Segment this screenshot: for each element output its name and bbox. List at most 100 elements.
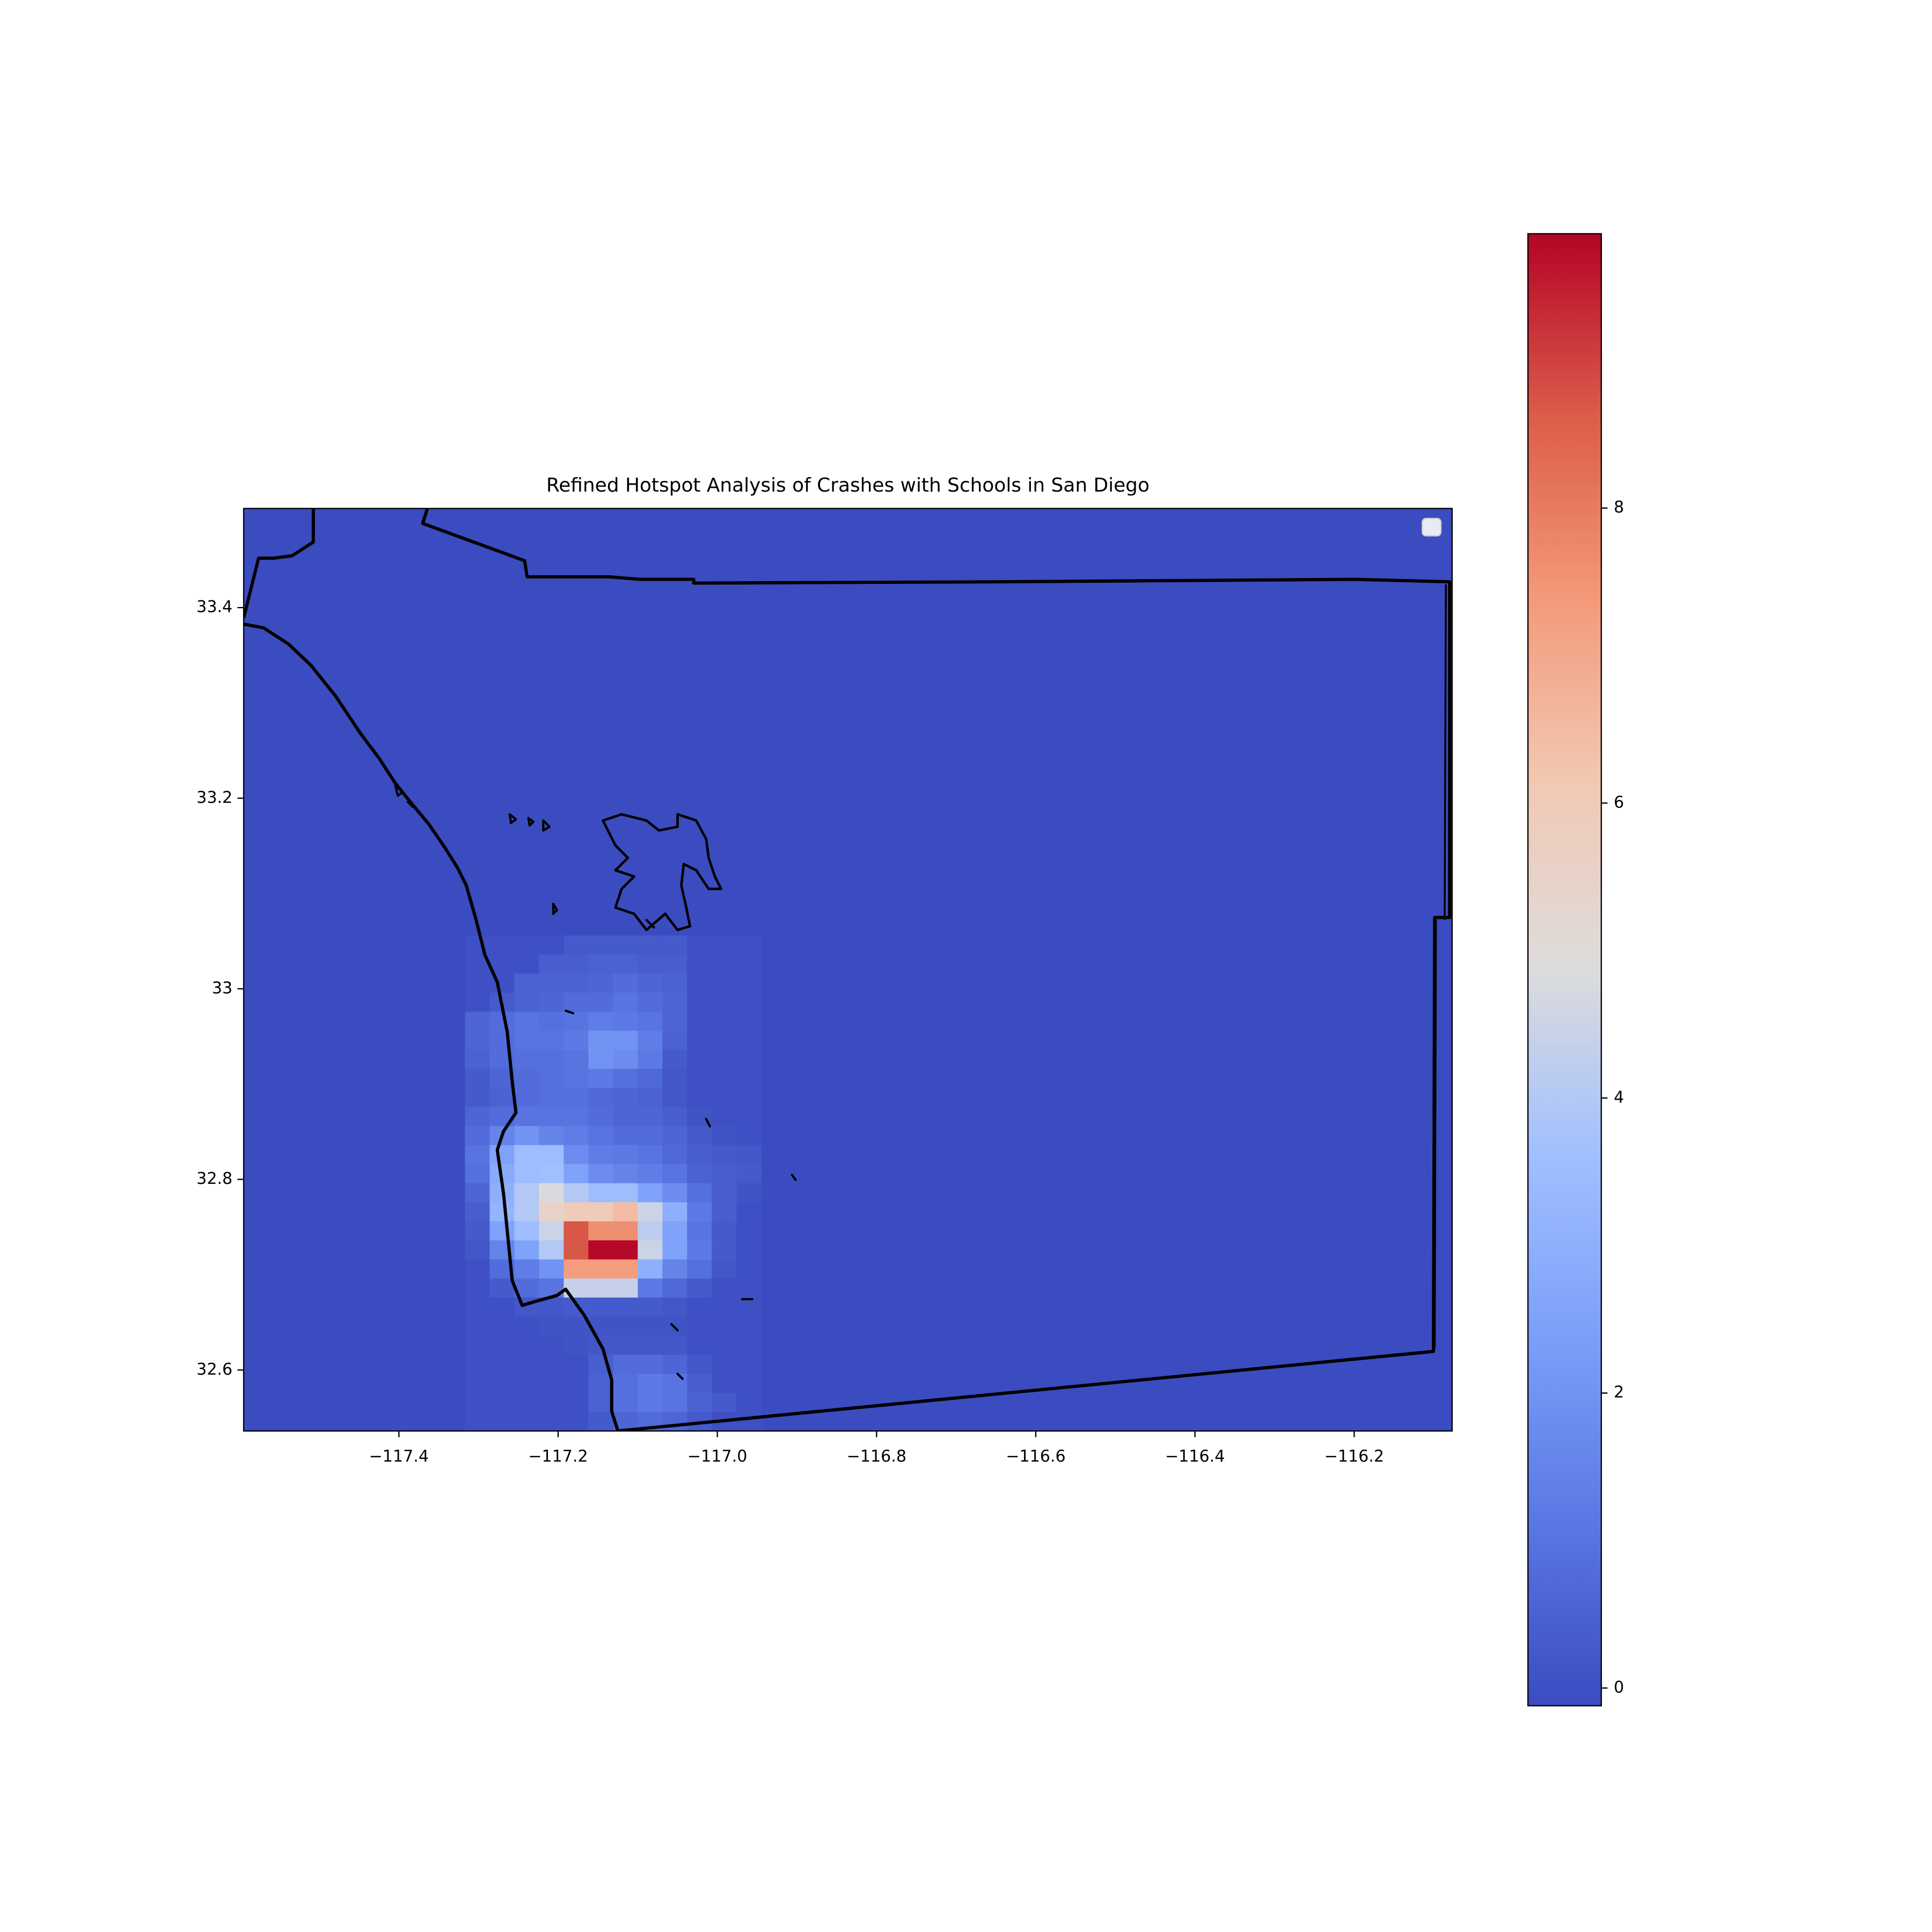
heat-cell bbox=[465, 1164, 491, 1184]
heat-cell bbox=[588, 1145, 614, 1165]
heat-cell bbox=[465, 935, 491, 955]
heat-cell bbox=[712, 1164, 737, 1184]
heat-cell bbox=[514, 1221, 540, 1241]
heat-cell bbox=[514, 1164, 540, 1184]
colorbar bbox=[1527, 233, 1602, 1707]
heat-cell bbox=[687, 1240, 713, 1260]
heat-cell bbox=[638, 1012, 663, 1031]
heat-cell bbox=[539, 1183, 565, 1203]
heat-cell bbox=[712, 1030, 737, 1051]
heat-cell bbox=[564, 1088, 589, 1108]
heat-cell bbox=[638, 1355, 663, 1374]
heat-cell bbox=[712, 1240, 737, 1260]
heat-cell bbox=[712, 1088, 737, 1108]
heat-cell bbox=[613, 1183, 639, 1203]
heat-cell bbox=[736, 1050, 762, 1070]
heat-cell bbox=[687, 1183, 713, 1203]
heat-cell bbox=[588, 1164, 614, 1184]
heat-cell bbox=[613, 1335, 639, 1356]
heat-cell bbox=[514, 1012, 540, 1031]
heat-cell bbox=[712, 1393, 737, 1413]
heat-cell bbox=[638, 1126, 663, 1146]
heat-cell bbox=[514, 992, 540, 1013]
heat-cell bbox=[613, 1050, 639, 1070]
heat-cell bbox=[712, 1183, 737, 1203]
y-tick-label: 33.4 bbox=[196, 598, 232, 617]
map-background bbox=[244, 508, 1452, 1431]
heat-cell bbox=[662, 1012, 688, 1031]
heat-cell bbox=[736, 1145, 762, 1165]
heat-cell bbox=[687, 1373, 713, 1394]
heat-cell bbox=[736, 1355, 762, 1374]
heat-cell bbox=[539, 1221, 565, 1241]
heat-cell bbox=[465, 992, 491, 1013]
colorbar-tick-label: 0 bbox=[1614, 1678, 1624, 1697]
heat-cell bbox=[465, 1355, 491, 1374]
heat-cell bbox=[465, 1088, 491, 1108]
heat-cell bbox=[712, 1107, 737, 1127]
heat-cell bbox=[638, 1107, 663, 1127]
heat-cell bbox=[489, 1355, 515, 1374]
heat-cell bbox=[736, 1202, 762, 1222]
heat-cell bbox=[712, 1012, 737, 1031]
heat-cell bbox=[539, 1393, 565, 1413]
y-tick-label: 32.8 bbox=[196, 1169, 232, 1188]
heat-cell bbox=[465, 1393, 491, 1413]
heat-cell bbox=[539, 1355, 565, 1374]
heat-cell bbox=[588, 954, 614, 974]
heat-cell bbox=[514, 935, 540, 955]
heat-cell bbox=[613, 1373, 639, 1394]
heat-cell bbox=[687, 1259, 713, 1279]
heat-cell bbox=[514, 1335, 540, 1356]
heat-cell bbox=[588, 1202, 614, 1222]
heat-cell bbox=[662, 1050, 688, 1070]
heat-cell bbox=[489, 1278, 515, 1298]
heat-cell bbox=[687, 1335, 713, 1356]
chart-title: Refined Hotspot Analysis of Crashes with… bbox=[546, 474, 1150, 496]
island-outline bbox=[602, 813, 722, 932]
heat-cell bbox=[539, 1030, 565, 1051]
heat-cell bbox=[514, 1259, 540, 1279]
heat-cell bbox=[465, 1012, 491, 1031]
heat-cell bbox=[613, 1202, 639, 1222]
heat-cell bbox=[712, 1355, 737, 1374]
heat-cell bbox=[736, 1069, 762, 1089]
heat-cell bbox=[662, 1088, 688, 1108]
heat-cell bbox=[514, 1373, 540, 1394]
heat-cell bbox=[588, 1088, 614, 1108]
heat-cell bbox=[687, 1316, 713, 1336]
heat-cell bbox=[539, 1012, 565, 1031]
heat-cell bbox=[465, 1316, 491, 1336]
heat-cell bbox=[539, 992, 565, 1013]
heat-cell bbox=[465, 1221, 491, 1241]
heat-cell bbox=[564, 1411, 589, 1431]
heat-cell bbox=[514, 1411, 540, 1431]
heat-cell bbox=[662, 1278, 688, 1298]
heat-cell bbox=[736, 1164, 762, 1184]
heat-cell bbox=[638, 935, 663, 955]
heat-cell bbox=[489, 1316, 515, 1336]
heat-cell bbox=[539, 1259, 565, 1279]
heat-cell bbox=[564, 1316, 589, 1336]
heat-cell bbox=[465, 1107, 491, 1127]
heat-cell bbox=[638, 954, 663, 974]
heat-cell bbox=[564, 1145, 589, 1165]
heat-cell bbox=[539, 1088, 565, 1108]
heat-cell bbox=[687, 1221, 713, 1241]
heat-cell bbox=[736, 1373, 762, 1394]
heat-cell bbox=[514, 1316, 540, 1336]
heat-cell bbox=[736, 1107, 762, 1127]
heat-cell bbox=[638, 1030, 663, 1051]
heat-cell bbox=[539, 1126, 565, 1146]
heat-cell bbox=[687, 1012, 713, 1031]
heat-cell bbox=[564, 1050, 589, 1070]
x-tick-label: −117.0 bbox=[687, 1447, 747, 1466]
heat-cell bbox=[465, 1069, 491, 1089]
heat-cell bbox=[712, 1278, 737, 1298]
heat-cell bbox=[687, 1202, 713, 1222]
colorbar-tick-label: 6 bbox=[1614, 793, 1624, 812]
heat-cell bbox=[712, 1297, 737, 1318]
heat-cell bbox=[588, 1107, 614, 1127]
heat-cell bbox=[539, 1164, 565, 1184]
